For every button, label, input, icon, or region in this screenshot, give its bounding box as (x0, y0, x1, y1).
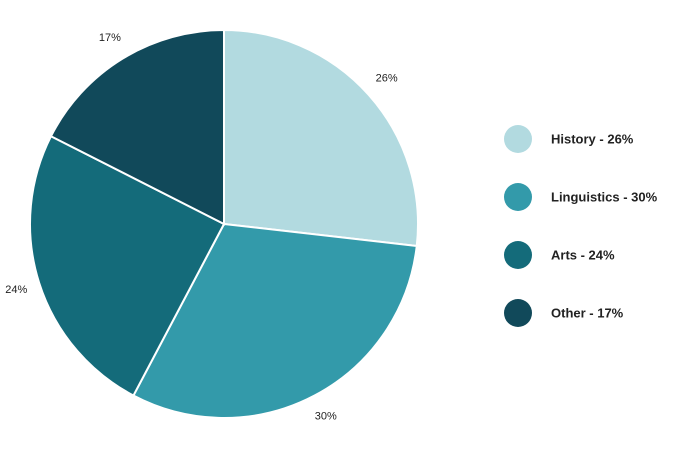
legend-label: History - 26% (551, 131, 634, 146)
pie-slice (132, 222, 418, 419)
legend-label: Linguistics - 30% (551, 189, 658, 204)
legend-swatch (504, 183, 532, 211)
pie-slice (29, 134, 226, 397)
data-label: 30% (315, 411, 337, 423)
legend-label: Other - 17% (551, 305, 624, 320)
legend-swatch (504, 125, 532, 153)
data-label: 17% (99, 32, 121, 44)
pie-slice (49, 28, 225, 226)
pie-slice (223, 28, 419, 248)
legend-swatch (504, 299, 532, 327)
data-label: 24% (5, 284, 27, 296)
data-label: 26% (376, 73, 398, 85)
legend-label: Arts - 24% (551, 247, 615, 262)
legend-swatch (504, 241, 532, 269)
